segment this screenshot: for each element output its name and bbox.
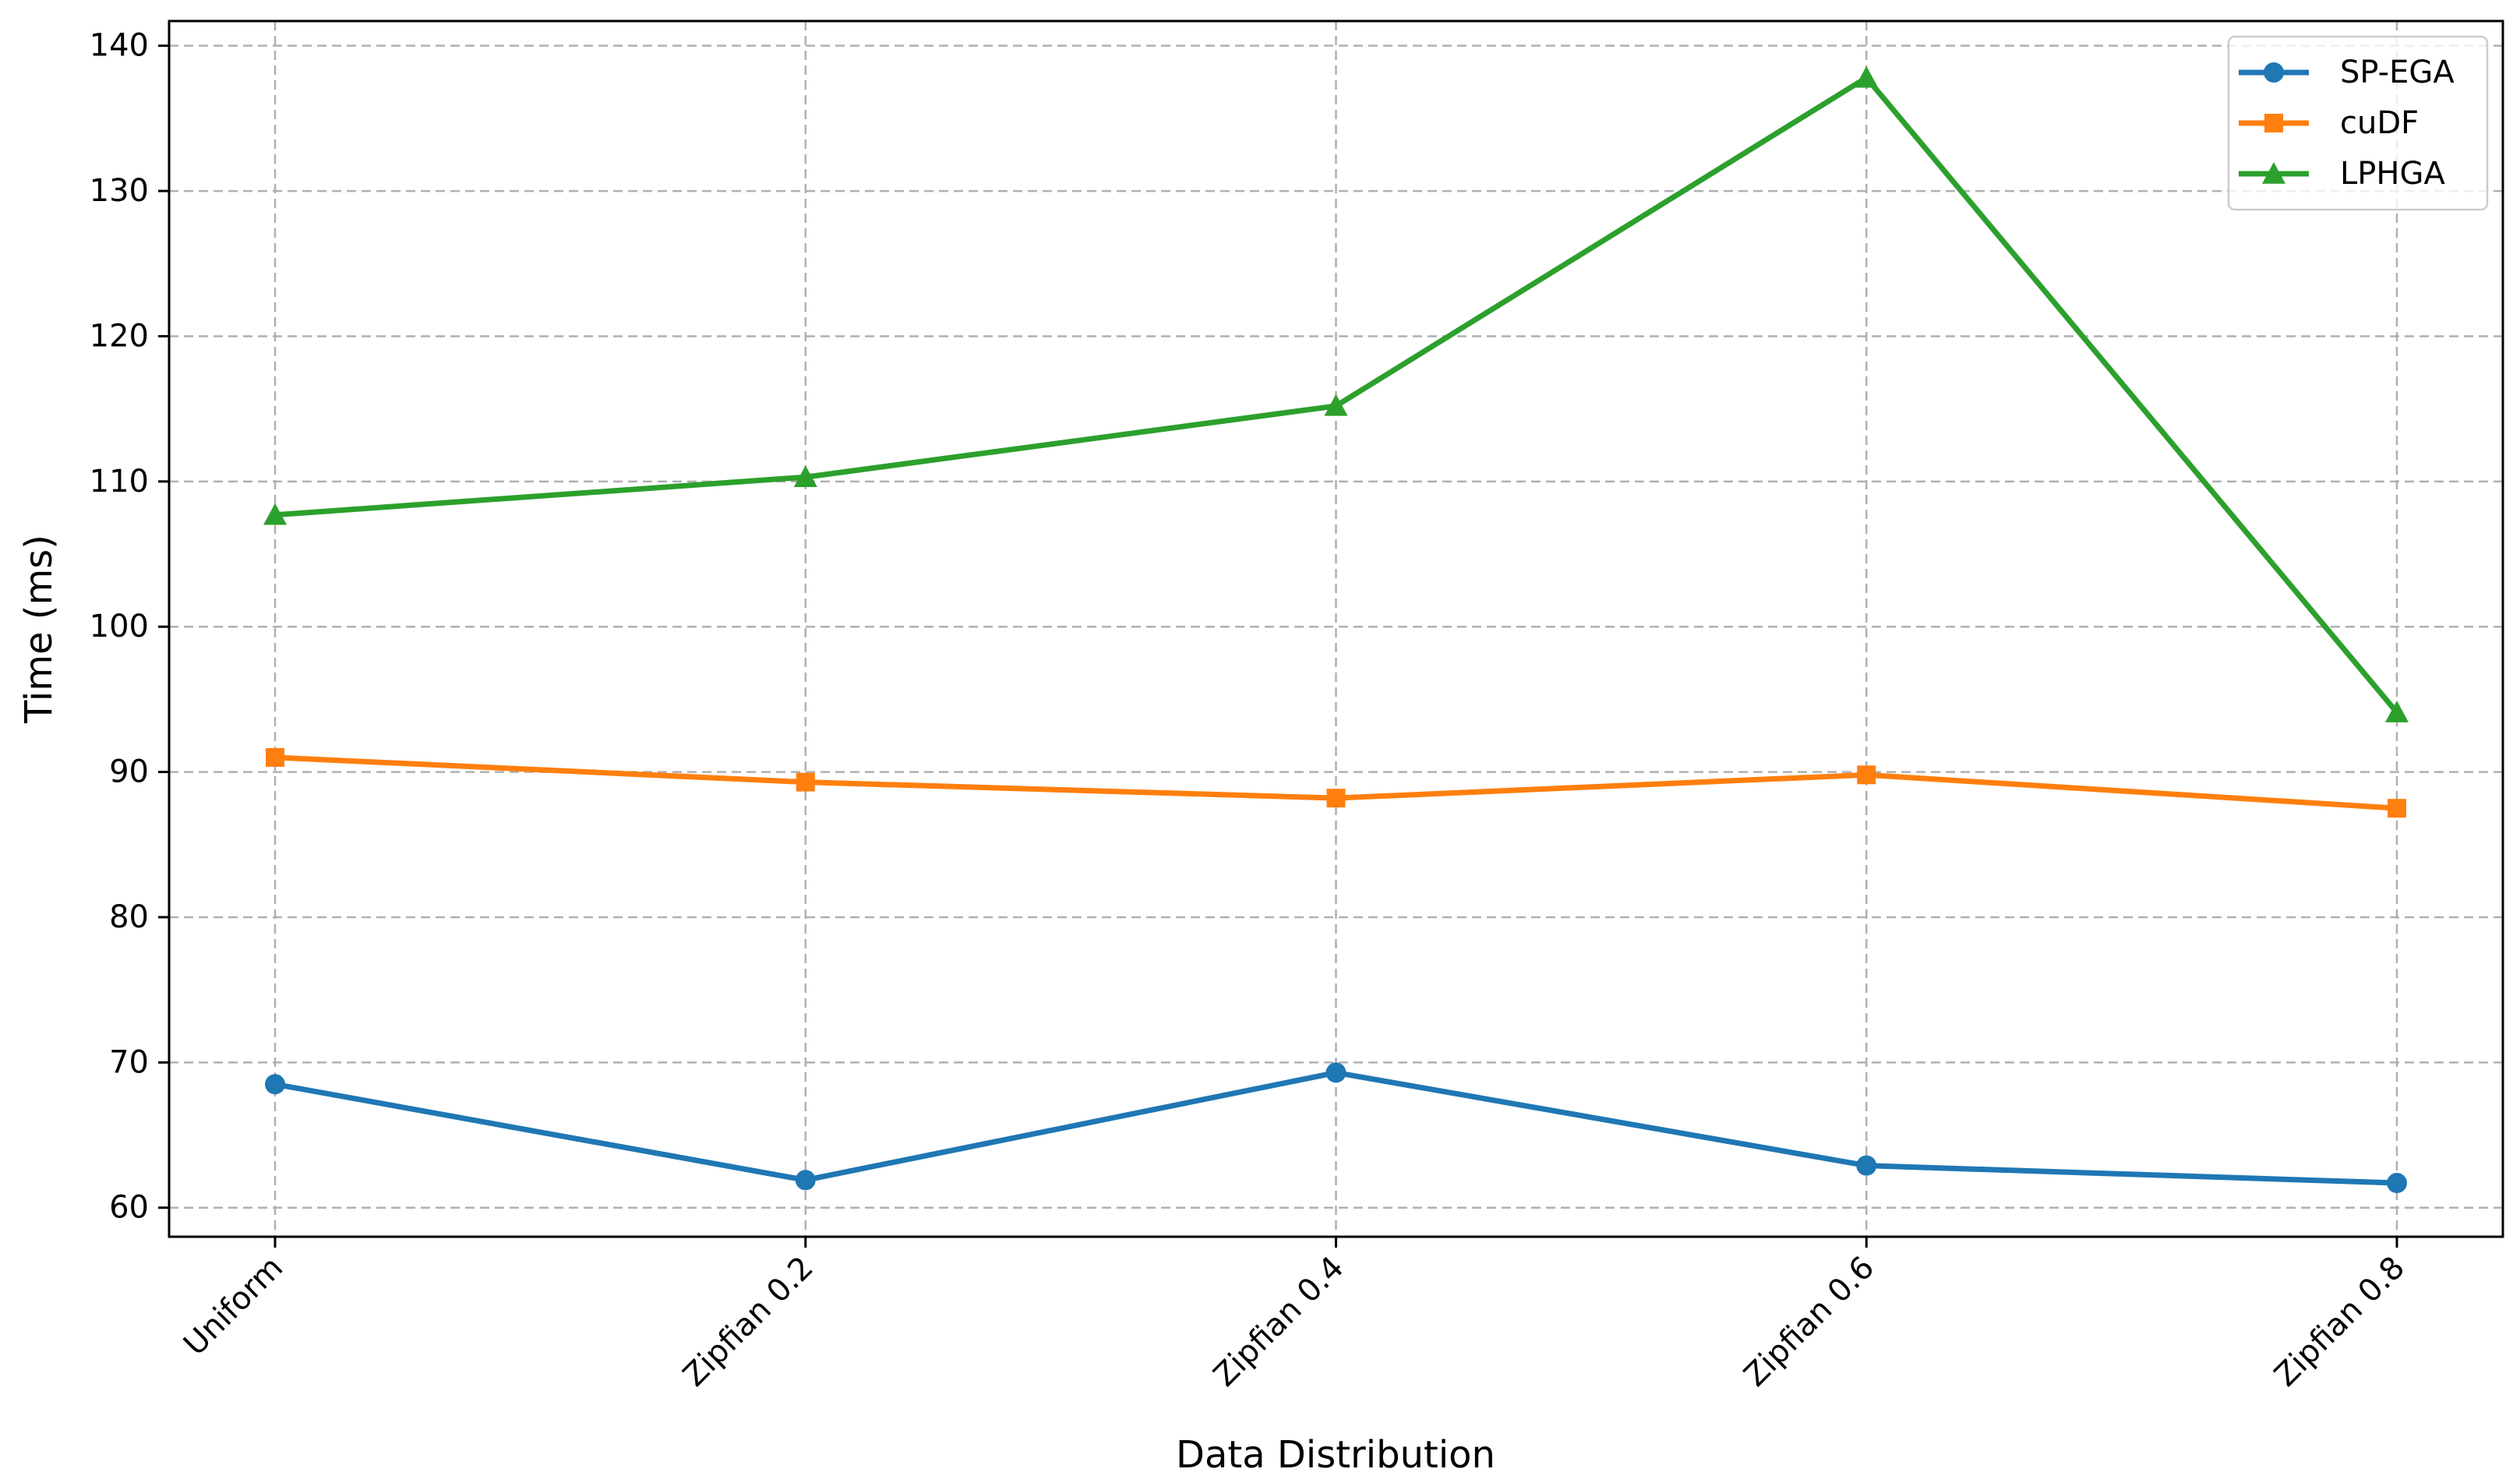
series-sp-ega: [265, 1062, 2407, 1194]
legend-marker-sp-ega: [2264, 62, 2284, 83]
legend-item-lphga: LPHGA: [2239, 156, 2445, 192]
y-tick-label: 60: [109, 1190, 149, 1226]
x-tick-label: Zipfian 0.2: [676, 1250, 821, 1394]
series-cudf: [266, 747, 2406, 818]
x-tick-label: Zipfian 0.4: [1207, 1250, 1351, 1394]
series-layer: [263, 65, 2409, 1194]
x-tick-label: Zipfian 0.8: [2268, 1250, 2412, 1394]
data-point-lphga: [263, 503, 287, 525]
legend-marker-lphga: [2262, 162, 2285, 184]
legend: SP-EGA cuDF LPHGA: [2227, 35, 2489, 211]
legend-box: [2227, 35, 2489, 211]
y-axis-label: Time (ms): [17, 535, 61, 724]
data-point-lphga: [1324, 394, 1348, 416]
y-tick-label: 80: [109, 899, 149, 935]
x-axis-ticks: Uniform Zipfian 0.2 Zipfian 0.4 Zipfian 0.6…: [177, 1237, 2412, 1393]
data-point-sp-ega: [1856, 1155, 1877, 1176]
legend-item-sp-ega: SP-EGA: [2239, 55, 2455, 90]
y-tick-label: 120: [90, 318, 149, 354]
y-tick-label: 140: [90, 28, 149, 64]
y-tick-label: 100: [90, 609, 149, 644]
data-point-cudf: [796, 772, 815, 792]
data-point-sp-ega: [2387, 1173, 2407, 1194]
x-tick-label: Uniform: [177, 1250, 290, 1363]
data-point-cudf: [2388, 799, 2406, 818]
data-point-lphga: [2385, 701, 2409, 722]
data-point-cudf: [1857, 765, 1876, 785]
y-tick-label: 110: [90, 464, 149, 500]
grid-lines: [169, 21, 2503, 1237]
data-point-sp-ega: [795, 1170, 816, 1191]
y-tick-label: 130: [90, 173, 149, 209]
data-point-lphga: [1855, 65, 1879, 88]
legend-item-cudf: cuDF: [2239, 105, 2419, 141]
data-point-cudf: [266, 747, 284, 767]
x-tick-label: Zipfian 0.6: [1738, 1250, 1882, 1394]
legend-marker-cudf: [2264, 114, 2283, 132]
data-point-sp-ega: [265, 1074, 285, 1095]
data-point-sp-ega: [1325, 1062, 1346, 1083]
data-point-cudf: [1326, 789, 1346, 808]
legend-label-lphga: LPHGA: [2340, 156, 2445, 192]
legend-label-sp-ega: SP-EGA: [2340, 55, 2455, 90]
x-axis-label: Data Distribution: [1176, 1433, 1495, 1477]
y-tick-label: 90: [109, 754, 149, 790]
legend-label-cudf: cuDF: [2340, 105, 2419, 141]
series-lphga: [263, 65, 2409, 722]
data-point-lphga: [793, 465, 817, 487]
y-tick-label: 70: [109, 1044, 149, 1080]
y-axis-ticks: 60 70 80 90 100 110 120 130 140: [90, 28, 169, 1226]
